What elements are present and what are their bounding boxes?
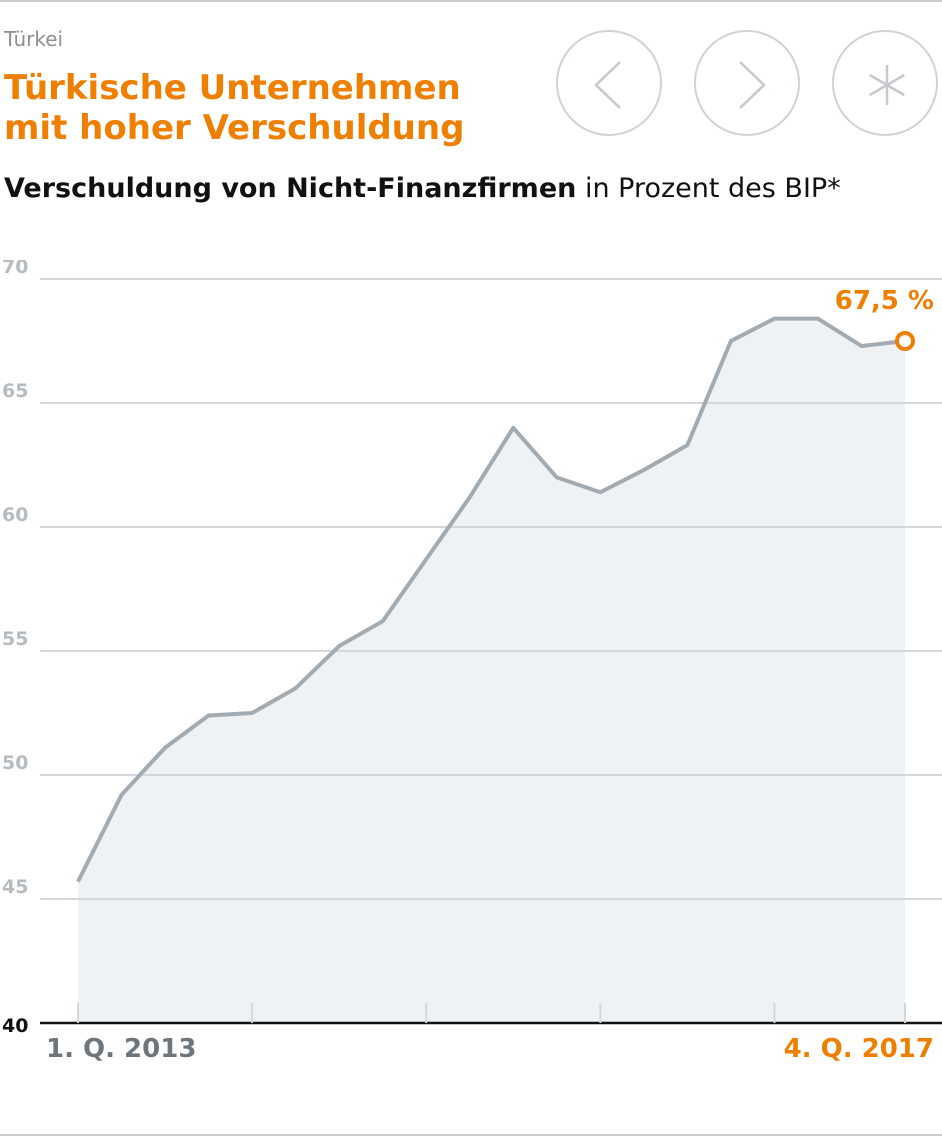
asterisk-icon <box>869 65 905 105</box>
x-start-label: 1. Q. 2013 <box>46 1034 196 1064</box>
series-line <box>76 316 906 883</box>
y-tick-label: 50 <box>2 752 28 774</box>
y-tick-label: 55 <box>2 628 28 650</box>
menu-button[interactable] <box>832 30 938 136</box>
chart-subtitle: Verschuldung von Nicht-Finanzfirmen in P… <box>4 173 841 204</box>
title-line-2: mit hoher Verschuldung <box>4 108 465 148</box>
end-point-marker <box>895 331 915 351</box>
subtitle-unit: in Prozent des BIP* <box>576 173 841 204</box>
end-value-label: 67,5 % <box>835 286 934 316</box>
chevron-left-icon <box>594 61 621 109</box>
bottom-divider <box>0 1134 942 1136</box>
debt-line-chart: 40 45 50 55 60 65 70 67,5 % 1. Q. 2013 4. Q. 2017 <box>2 260 942 1064</box>
y-tick-label: 70 <box>2 260 28 278</box>
y-tick-label: 45 <box>2 876 28 898</box>
x-end-label: 4. Q. 2017 <box>784 1034 934 1064</box>
area-fill <box>78 318 905 1023</box>
next-button[interactable] <box>694 30 800 136</box>
title-line-1: Türkische Unternehmen <box>4 68 461 108</box>
page-title: Türkische Unternehmen mit hoher Verschul… <box>4 68 544 148</box>
chevron-right-icon <box>739 61 766 109</box>
y-tick-label: 60 <box>2 504 28 526</box>
previous-button[interactable] <box>556 30 662 136</box>
subtitle-bold: Verschuldung von Nicht-Finanzfirmen <box>4 173 577 204</box>
y-tick-label: 40 <box>2 1015 28 1037</box>
top-divider <box>0 0 942 2</box>
y-tick-label: 65 <box>2 380 28 402</box>
kicker-label: Türkei <box>4 27 64 51</box>
